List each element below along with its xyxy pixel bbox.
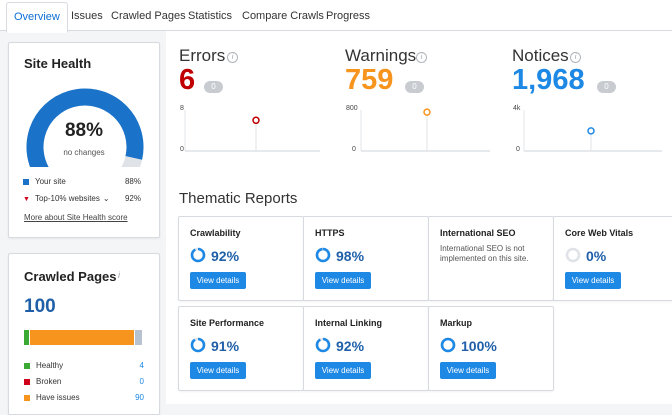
errors-change-badge: 0: [204, 81, 223, 93]
site-health-card: Site Health 88% no changes Your site 88%…: [8, 42, 160, 238]
sparkline-point[interactable]: [423, 108, 431, 116]
report-title: Markup: [440, 318, 473, 328]
site-health-percent: 88%: [64, 120, 104, 141]
tab-statistics[interactable]: Statistics: [188, 10, 233, 22]
row-broken-label: Broken: [36, 377, 62, 386]
thematic-reports-title: Thematic Reports: [179, 190, 298, 207]
chevron-down-icon[interactable]: ⌄: [102, 194, 110, 203]
report-title: Site Performance: [190, 318, 265, 328]
warnings-info-icon[interactable]: i: [416, 52, 427, 63]
site-health-change: no changes: [63, 148, 105, 157]
report-card-markup: Markup 100% View details: [428, 306, 554, 391]
report-percent: 92%: [336, 338, 365, 354]
progress-ring-icon: [315, 247, 331, 263]
tab-issues[interactable]: Issues: [71, 10, 103, 22]
notices-count[interactable]: 1,968: [512, 64, 585, 96]
notices-y-top: 4k: [513, 105, 521, 112]
row-broken[interactable]: Broken: [24, 377, 61, 386]
broken-swatch: [24, 378, 30, 385]
tab-overview[interactable]: Overview: [6, 2, 68, 33]
progress-ring-icon: [315, 337, 331, 353]
report-note: International SEO is not implemented on …: [440, 244, 529, 263]
view-details-button[interactable]: View details: [190, 272, 246, 289]
crawled-pages-total[interactable]: 100: [24, 296, 56, 317]
report-percent: 92%: [211, 248, 240, 264]
report-card-https: HTTPS 98% View details: [303, 216, 429, 301]
notices-info-icon[interactable]: i: [570, 52, 581, 63]
notices-change-badge: 0: [597, 81, 616, 93]
crawl-bar-segment-healthy: [24, 330, 30, 345]
crawled-pages-card: Crawled Pages i 100 Healthy 4 Broken 0 H…: [8, 253, 160, 415]
view-details-button[interactable]: View details: [565, 272, 621, 289]
row-broken-value[interactable]: 0: [139, 377, 144, 386]
site-health-title: Site Health: [24, 56, 92, 71]
errors-y-bottom: 0: [180, 146, 184, 153]
report-card-site-performance: Site Performance 91% View details: [178, 306, 304, 391]
errors-count[interactable]: 6: [179, 64, 196, 96]
report-card-international-seo: International SEO International SEO is n…: [428, 216, 554, 301]
errors-info-icon[interactable]: i: [227, 52, 238, 63]
view-details-button[interactable]: View details: [315, 272, 371, 289]
row-healthy-label: Healthy: [36, 361, 64, 370]
warnings-change-badge: 0: [405, 81, 424, 93]
legend-your-site: Your site: [23, 177, 66, 186]
legend-top-10[interactable]: ▼ Top-10% websites ⌄: [23, 194, 110, 203]
legend-top-10-label: Top-10% websites: [34, 194, 100, 203]
report-title: HTTPS: [315, 228, 345, 238]
row-have-issues-value[interactable]: 90: [135, 393, 144, 402]
crawled-pages-title: Crawled Pages: [24, 269, 117, 284]
progress-ring-icon: [440, 337, 456, 353]
notices-label: Notices: [512, 46, 569, 65]
healthy-swatch: [24, 362, 30, 369]
report-title: International SEO: [440, 228, 516, 238]
report-percent: 91%: [211, 338, 240, 354]
row-healthy[interactable]: Healthy: [24, 361, 63, 370]
progress-ring-icon: [190, 337, 206, 353]
warnings-y-top: 800: [346, 105, 358, 112]
crawl-bar-segment-redirects: [135, 330, 143, 345]
sparkline-point[interactable]: [252, 116, 260, 125]
report-percent: 98%: [336, 248, 365, 264]
warnings-y-bottom: 0: [352, 146, 356, 153]
crawled-pages-bar: [24, 330, 143, 345]
row-healthy-value[interactable]: 4: [139, 361, 144, 370]
triangle-down-icon: ▼: [23, 196, 30, 203]
progress-ring-icon: [190, 247, 206, 263]
report-title: Core Web Vitals: [565, 228, 634, 238]
errors-y-top: 8: [180, 105, 184, 112]
crawled-pages-info-icon[interactable]: i: [118, 270, 120, 280]
metric-sparklines: [184, 108, 662, 152]
legend-top-10-value: 92%: [124, 194, 141, 203]
warnings-label: Warnings: [345, 46, 417, 65]
sparkline-point[interactable]: [587, 127, 595, 135]
legend-your-site-label: Your site: [35, 177, 66, 186]
crawl-bar-segment-issues: [29, 330, 136, 345]
view-details-button[interactable]: View details: [315, 362, 371, 379]
report-card-internal-linking: Internal Linking 92% View details: [303, 306, 429, 391]
report-title: Internal Linking: [315, 318, 383, 328]
site-health-gauge: [26, 88, 144, 167]
report-card-crawlability: Crawlability 92% View details: [178, 216, 304, 301]
view-details-button[interactable]: View details: [440, 362, 496, 379]
row-have-issues-label: Have issues: [36, 393, 80, 402]
row-have-issues[interactable]: Have issues: [24, 393, 80, 402]
legend-your-site-value: 88%: [124, 177, 141, 186]
progress-ring-icon: [565, 247, 581, 263]
site-health-link[interactable]: More about Site Health score: [24, 213, 128, 222]
tab-compare-crawls[interactable]: Compare Crawls: [242, 10, 324, 22]
warnings-count[interactable]: 759: [345, 64, 394, 96]
issues-swatch: [24, 394, 30, 401]
report-percent: 100%: [461, 338, 497, 354]
report-card-core-web-vitals: Core Web Vitals 0% View details: [553, 216, 672, 301]
view-details-button[interactable]: View details: [190, 362, 246, 379]
report-title: Crawlability: [190, 228, 241, 238]
tab-bar: Overview Issues Crawled Pages Statistics…: [0, 0, 672, 33]
tab-crawled-pages[interactable]: Crawled Pages: [111, 10, 186, 22]
report-percent: 0%: [586, 248, 607, 264]
tab-progress[interactable]: Progress: [326, 10, 371, 22]
errors-label: Errors: [179, 46, 226, 65]
your-site-swatch: [23, 178, 29, 185]
notices-y-bottom: 0: [516, 146, 520, 153]
gauge-fill: [26, 88, 144, 167]
